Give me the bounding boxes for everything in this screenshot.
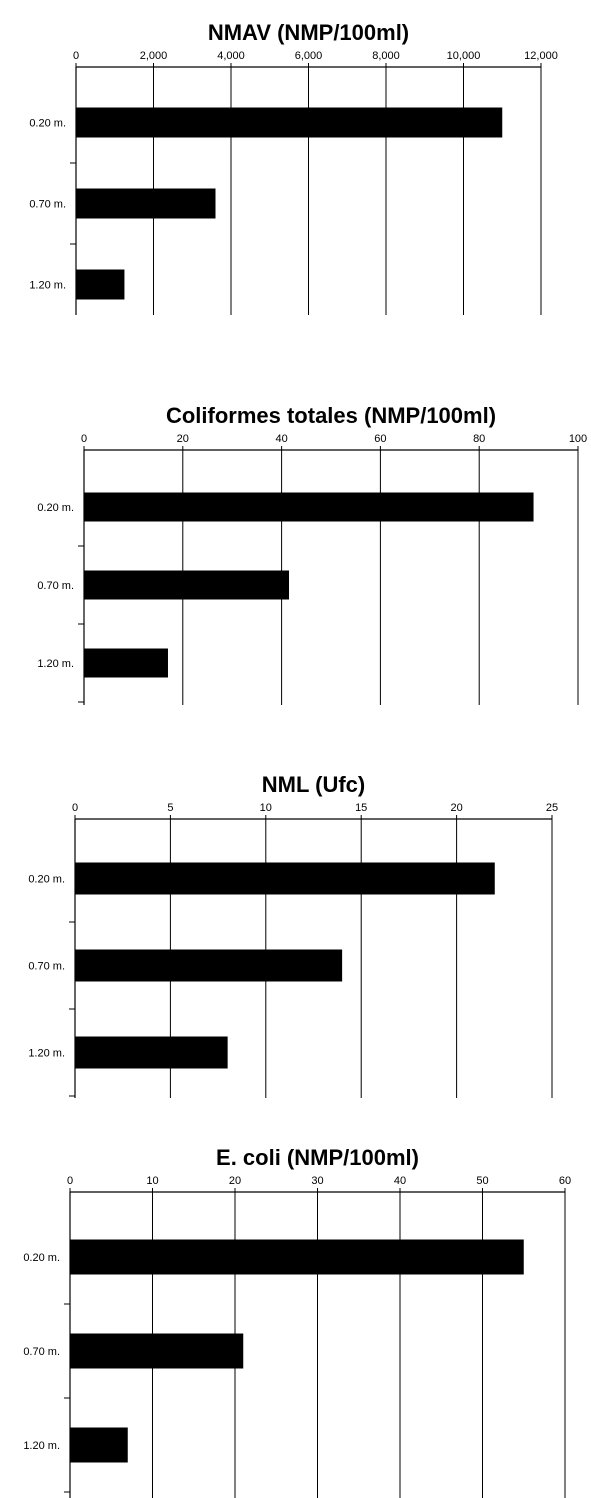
chart-title: Coliformes totales (NMP/100ml)	[166, 403, 496, 428]
chart-title: NMAV (NMP/100ml)	[208, 20, 409, 45]
tick-label: 8,000	[372, 50, 400, 62]
bar-070m	[84, 570, 290, 600]
tick-label: 10	[260, 802, 272, 814]
tick-label: 0	[73, 50, 79, 62]
category-label: 0.20 m.	[23, 1252, 60, 1264]
tick-label: 30	[311, 1175, 323, 1187]
bar-020m	[84, 492, 534, 522]
tick-label: 2,000	[140, 50, 168, 62]
category-label: 1.20 m.	[23, 1440, 60, 1452]
tick-label: 4,000	[217, 50, 245, 62]
tick-label: 0	[72, 802, 78, 814]
tick-label: 10,000	[447, 50, 481, 62]
bar-120m	[75, 1036, 228, 1069]
category-label: 0.20 m.	[37, 502, 74, 514]
bar-070m	[75, 949, 343, 982]
bar-070m	[70, 1333, 244, 1369]
tick-label: 20	[229, 1175, 241, 1187]
category-label: 0.20 m.	[28, 874, 65, 886]
tick-label: 25	[546, 802, 558, 814]
category-label: 1.20 m.	[37, 658, 74, 670]
category-label: 0.70 m.	[28, 961, 65, 973]
chart-title: E. coli (NMP/100ml)	[216, 1145, 419, 1170]
tick-label: 15	[355, 802, 367, 814]
bar-120m	[70, 1427, 128, 1463]
tick-label: 40	[275, 433, 287, 445]
chart-1: NMAV (NMP/100ml) 0 2,000 4,000 6,000 8,000 10,…	[29, 20, 558, 315]
tick-label: 20	[450, 802, 462, 814]
bar-070m	[76, 188, 216, 219]
tick-label: 20	[177, 433, 189, 445]
tick-label: 5	[167, 802, 173, 814]
chart-title: NML (Ufc)	[262, 772, 365, 797]
tick-label: 12,000	[524, 50, 558, 62]
tick-label: 10	[146, 1175, 158, 1187]
category-label: 0.70 m.	[37, 580, 74, 592]
category-label: 1.20 m.	[28, 1048, 65, 1060]
bar-020m	[70, 1239, 524, 1275]
tick-label: 0	[67, 1175, 73, 1187]
tick-label: 6,000	[295, 50, 323, 62]
bar-120m	[84, 648, 168, 678]
chart-4: E. coli (NMP/100ml) 0 10 20 30 40 50 60 0.20 m. 0…	[23, 1145, 571, 1498]
category-label: 0.70 m.	[23, 1346, 60, 1358]
bar-020m	[75, 862, 495, 895]
tick-label: 60	[374, 433, 386, 445]
tick-label: 40	[394, 1175, 406, 1187]
category-label: 0.20 m.	[29, 118, 66, 130]
bar-120m	[76, 269, 125, 300]
tick-label: 0	[81, 433, 87, 445]
tick-label: 80	[473, 433, 485, 445]
tick-label: 60	[559, 1175, 571, 1187]
bar-020m	[76, 107, 503, 138]
chart-3: NML (Ufc) 0 5 10 15 20 25 0.20 m. 0.70 m. 1.20 m.	[28, 772, 558, 1098]
chart-2: Coliformes totales (NMP/100ml) 0 20 40 60 80 1…	[37, 403, 587, 705]
category-label: 1.20 m.	[29, 280, 66, 292]
tick-label: 50	[476, 1175, 488, 1187]
tick-label: 100	[569, 433, 587, 445]
category-label: 0.70 m.	[29, 199, 66, 211]
